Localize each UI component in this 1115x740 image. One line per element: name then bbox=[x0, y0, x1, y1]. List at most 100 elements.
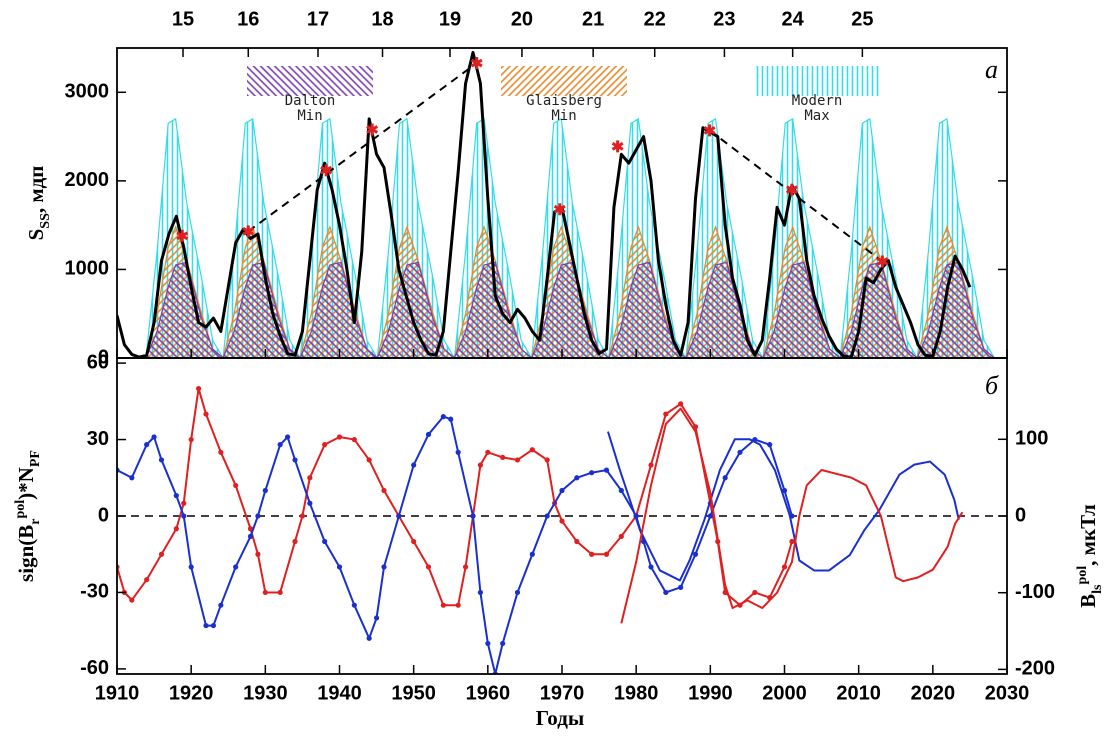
dot-marker bbox=[544, 457, 550, 463]
dot-marker bbox=[277, 589, 283, 596]
legend-label-box: Modern Max bbox=[791, 94, 843, 124]
dot-marker bbox=[789, 538, 795, 545]
dot-marker bbox=[255, 551, 261, 557]
dot-marker bbox=[678, 401, 684, 407]
y-tick-label: -60 bbox=[80, 657, 109, 679]
dot-marker bbox=[589, 470, 595, 476]
legend-label-box: Glaisberg Min bbox=[526, 94, 602, 124]
dot-marker bbox=[233, 564, 239, 570]
x-tick-label: 1960 bbox=[466, 682, 511, 704]
dot-marker bbox=[203, 622, 209, 629]
dot-marker bbox=[455, 449, 461, 455]
dot-marker bbox=[292, 457, 298, 463]
dot-marker bbox=[470, 513, 476, 519]
dot-marker bbox=[129, 475, 135, 481]
dot-marker bbox=[366, 457, 372, 463]
dot-marker bbox=[247, 533, 254, 539]
x2-tick-label: 24 bbox=[782, 8, 805, 30]
dot-marker bbox=[381, 564, 387, 570]
dot-marker bbox=[559, 518, 565, 524]
dot-marker bbox=[411, 462, 417, 468]
dot-marker bbox=[752, 589, 758, 596]
y-axis-label: SSS, мдп bbox=[24, 166, 53, 241]
dot-marker bbox=[618, 487, 624, 494]
dot-marker bbox=[477, 462, 484, 468]
dot-marker bbox=[322, 442, 328, 448]
axis-label-part: ls bbox=[1090, 584, 1105, 594]
dot-marker bbox=[336, 564, 343, 570]
axis-label-part: S bbox=[24, 229, 48, 241]
dot-marker bbox=[129, 597, 135, 603]
dot-marker bbox=[448, 416, 454, 422]
legend-label: Dalton Min bbox=[284, 94, 336, 124]
axis-label-part: , мкТл bbox=[1076, 504, 1100, 566]
star-marker bbox=[703, 124, 716, 137]
legend-label-box: Dalton Min bbox=[284, 94, 336, 124]
y-tick-label: 60 bbox=[87, 351, 109, 373]
dot-marker bbox=[462, 564, 469, 570]
dot-marker bbox=[500, 454, 506, 460]
y-tick-label: 0 bbox=[98, 346, 109, 368]
dot-marker bbox=[559, 487, 565, 494]
axis-label-part: sign(B bbox=[14, 525, 38, 582]
dot-marker bbox=[440, 414, 446, 420]
dot-marker bbox=[707, 513, 713, 519]
dot-marker bbox=[262, 589, 268, 596]
dot-marker bbox=[648, 462, 654, 468]
star-marker bbox=[553, 203, 566, 216]
dot-marker bbox=[151, 434, 157, 440]
dot-marker bbox=[218, 602, 224, 608]
legend-swatch bbox=[247, 66, 373, 96]
dot-marker bbox=[737, 449, 743, 455]
dot-marker bbox=[188, 436, 194, 443]
dot-marker bbox=[188, 564, 194, 570]
dot-marker bbox=[284, 434, 291, 440]
dot-marker bbox=[322, 538, 328, 545]
x-tick-label: 2000 bbox=[762, 682, 807, 704]
dot-marker bbox=[603, 467, 610, 473]
y2-axis-label: Blspol, мкТл bbox=[1075, 504, 1105, 608]
dot-marker bbox=[781, 487, 788, 494]
dot-marker bbox=[767, 442, 773, 448]
dot-marker bbox=[663, 589, 669, 596]
dot-marker bbox=[158, 457, 165, 463]
dot-marker bbox=[351, 436, 357, 443]
dashed-line bbox=[247, 62, 478, 233]
panel-label: а bbox=[985, 55, 998, 84]
y-tick-label: 0 bbox=[98, 504, 109, 526]
star-marker bbox=[470, 57, 483, 70]
dot-marker bbox=[262, 487, 268, 494]
star-marker bbox=[176, 229, 189, 242]
dot-marker bbox=[477, 589, 484, 596]
dot-marker bbox=[440, 602, 446, 608]
y-tick-label: 2000 bbox=[65, 169, 110, 191]
axis-label-part: )*N bbox=[14, 467, 38, 500]
x-tick-label: 1910 bbox=[95, 682, 140, 704]
dot-marker bbox=[373, 615, 380, 621]
dot-marker bbox=[307, 475, 313, 481]
y-tick-label: 3000 bbox=[65, 81, 110, 103]
dot-marker bbox=[781, 564, 788, 570]
data-line bbox=[117, 50, 972, 358]
dot-marker bbox=[648, 564, 654, 570]
legend-label: Modern Max bbox=[791, 94, 843, 124]
dot-marker bbox=[181, 513, 187, 519]
star-marker bbox=[611, 140, 624, 153]
x2-tick-label: 17 bbox=[307, 8, 329, 30]
x-tick-label: 1990 bbox=[688, 682, 733, 704]
axis-label-part: r bbox=[28, 519, 43, 525]
dot-marker bbox=[514, 457, 521, 463]
dot-marker bbox=[158, 551, 165, 557]
dot-marker bbox=[307, 500, 313, 506]
dot-marker bbox=[722, 475, 728, 481]
axis-label-part: SS bbox=[38, 213, 53, 229]
dot-marker bbox=[529, 551, 535, 557]
dot-marker bbox=[514, 589, 521, 596]
star-marker bbox=[320, 164, 333, 177]
x2-tick-label: 23 bbox=[713, 8, 735, 30]
star-marker bbox=[785, 183, 798, 196]
x2-tick-label: 16 bbox=[237, 8, 259, 30]
plot-frame bbox=[116, 357, 1008, 675]
dot-marker bbox=[181, 500, 187, 506]
x-tick-label: 2020 bbox=[911, 682, 956, 704]
